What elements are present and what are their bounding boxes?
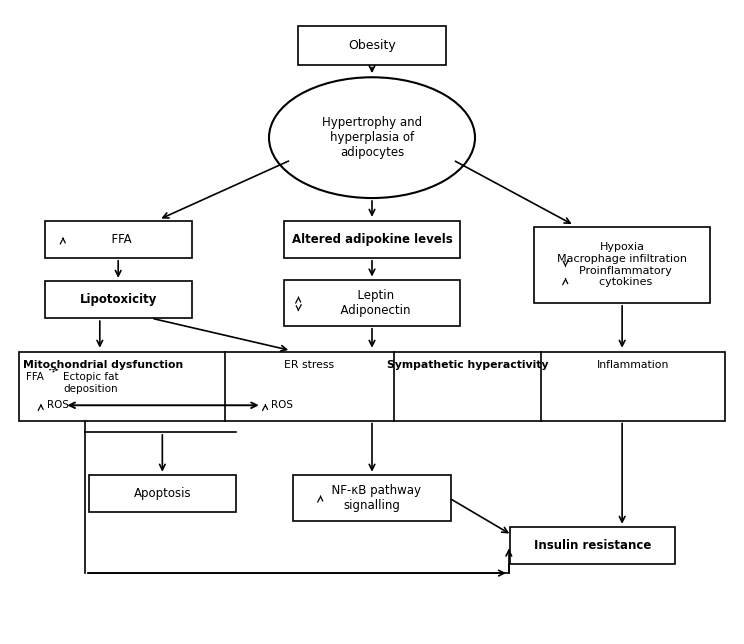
FancyBboxPatch shape xyxy=(283,221,461,258)
Text: ROS: ROS xyxy=(47,401,69,410)
FancyBboxPatch shape xyxy=(510,527,676,564)
Text: FFA: FFA xyxy=(26,372,44,383)
Text: Lipotoxicity: Lipotoxicity xyxy=(80,293,157,307)
Text: Ectopic fat: Ectopic fat xyxy=(63,372,118,383)
Text: Hypoxia
Macrophage infiltration
  Proinflammatory
  cytokines: Hypoxia Macrophage infiltration Proinfla… xyxy=(557,242,687,287)
Text: ER stress: ER stress xyxy=(284,359,335,370)
Ellipse shape xyxy=(269,77,475,198)
Text: NF-κB pathway
signalling: NF-κB pathway signalling xyxy=(324,484,420,512)
Text: Inflammation: Inflammation xyxy=(597,359,670,370)
Text: ROS: ROS xyxy=(272,401,293,410)
FancyBboxPatch shape xyxy=(298,26,446,64)
FancyBboxPatch shape xyxy=(19,352,725,421)
Text: Hypertrophy and
hyperplasia of
adipocytes: Hypertrophy and hyperplasia of adipocyte… xyxy=(322,116,422,159)
Text: Apoptosis: Apoptosis xyxy=(133,487,191,500)
Text: Altered adipokine levels: Altered adipokine levels xyxy=(292,233,452,246)
FancyBboxPatch shape xyxy=(283,280,461,326)
FancyBboxPatch shape xyxy=(89,475,236,512)
Text: FFA: FFA xyxy=(104,233,132,246)
FancyBboxPatch shape xyxy=(534,227,711,303)
Text: Leptin
  Adiponectin: Leptin Adiponectin xyxy=(333,289,411,317)
FancyBboxPatch shape xyxy=(45,281,192,318)
Text: Obesity: Obesity xyxy=(348,39,396,52)
Text: deposition: deposition xyxy=(63,384,118,393)
Text: Sympathetic hyperactivity: Sympathetic hyperactivity xyxy=(387,359,548,370)
FancyBboxPatch shape xyxy=(293,475,451,521)
Text: Insulin resistance: Insulin resistance xyxy=(534,539,652,553)
FancyBboxPatch shape xyxy=(45,221,192,258)
Text: Mitochondrial dysfunction: Mitochondrial dysfunction xyxy=(22,359,183,370)
